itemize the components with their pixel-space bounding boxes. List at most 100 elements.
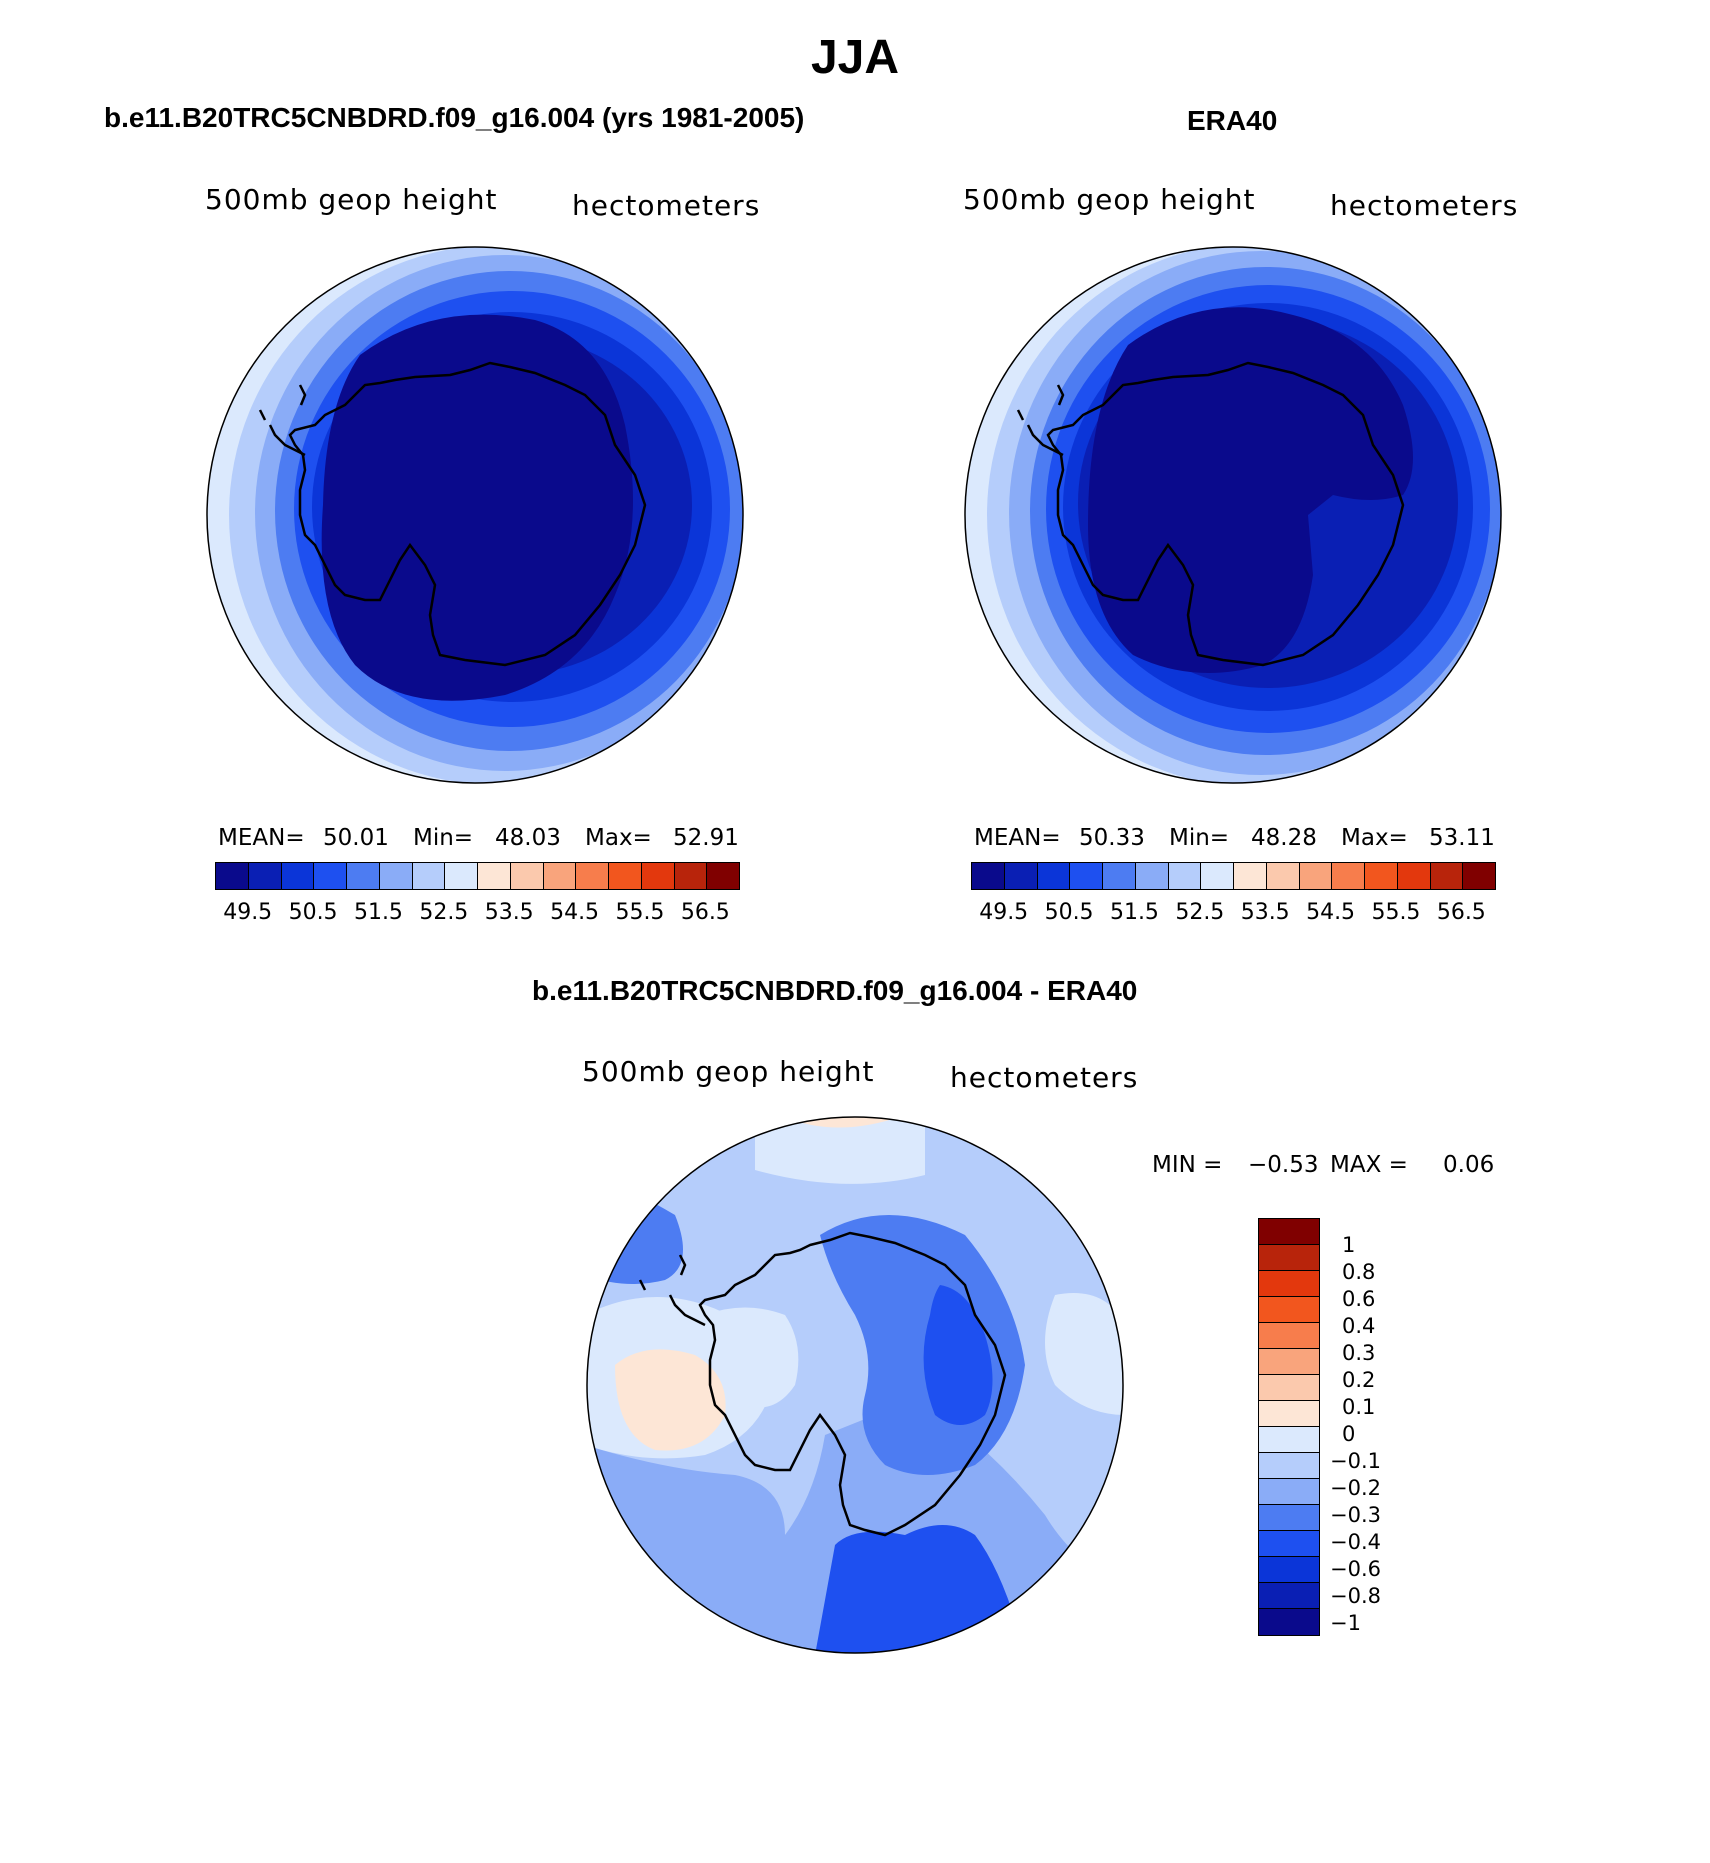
colorbar-swatch xyxy=(1259,1271,1319,1297)
colorbar-swatch xyxy=(1259,1583,1319,1609)
colorbar-tick-label: 50.5 xyxy=(288,900,338,925)
colorbar-swatch xyxy=(1266,863,1300,889)
colorbar-swatch xyxy=(1259,1375,1319,1401)
panel-3-max-label: MAX = xyxy=(1330,1152,1408,1178)
colorbar-swatch xyxy=(281,863,315,889)
colorbar-swatch xyxy=(674,863,708,889)
colorbar-tick-label: 49.5 xyxy=(223,900,273,925)
panel-3-colorbar xyxy=(1258,1218,1320,1636)
colorbar-tick-label: 53.5 xyxy=(1240,900,1290,925)
colorbar-swatch xyxy=(1397,863,1431,889)
colorbar-swatch xyxy=(1259,1401,1319,1427)
colorbar-swatch xyxy=(1201,863,1234,889)
panel-3-coastline xyxy=(698,1231,1007,1537)
colorbar-swatch xyxy=(1259,1297,1319,1323)
colorbar-tick-label: 56.5 xyxy=(1436,900,1486,925)
colorbar-tick-label: −0.2 xyxy=(1330,1476,1381,1500)
colorbar-swatch xyxy=(445,863,478,889)
colorbar-tick-label: 51.5 xyxy=(353,900,403,925)
colorbar-tick-label: 0.4 xyxy=(1342,1314,1376,1338)
colorbar-swatch xyxy=(1430,863,1464,889)
colorbar-swatch xyxy=(1259,1427,1319,1453)
colorbar-swatch xyxy=(1259,1323,1319,1349)
colorbar-swatch xyxy=(1259,1245,1319,1271)
colorbar-swatch xyxy=(510,863,544,889)
panel-2-title: ERA40 xyxy=(1187,105,1278,136)
colorbar-tick-label: 51.5 xyxy=(1109,900,1159,925)
panel-2-map xyxy=(964,246,1502,784)
colorbar-tick-label: 56.5 xyxy=(680,900,730,925)
figure-title: JJA xyxy=(810,31,900,84)
colorbar-tick-label: 49.5 xyxy=(979,900,1029,925)
colorbar-tick-label: −0.8 xyxy=(1330,1584,1381,1608)
colorbar-tick-label: 53.5 xyxy=(484,900,534,925)
colorbar-swatch xyxy=(1463,863,1495,889)
panel-2-mean-label: MEAN= xyxy=(974,825,1061,851)
colorbar-swatch xyxy=(379,863,413,889)
colorbar-tick-label: 54.5 xyxy=(550,900,600,925)
colorbar-tick-label: 55.5 xyxy=(1371,900,1421,925)
panel-2-max-value: 53.11 xyxy=(1429,825,1495,851)
panel-2-min-label: Min= xyxy=(1169,825,1230,851)
panel-2-units-label: hectometers xyxy=(1330,189,1519,222)
panel-3-min-value: −0.53 xyxy=(1248,1152,1319,1178)
colorbar-tick-label: −0.1 xyxy=(1330,1449,1381,1473)
panel-3-map xyxy=(586,1116,1124,1654)
colorbar-tick-label: −0.3 xyxy=(1330,1503,1381,1527)
panel-1-min-label: Min= xyxy=(413,825,474,851)
colorbar-swatch xyxy=(412,863,446,889)
colorbar-tick-label: 0.6 xyxy=(1342,1287,1376,1311)
colorbar-swatch xyxy=(576,863,609,889)
panel-2-min-value: 48.28 xyxy=(1251,825,1317,851)
colorbar-swatch xyxy=(1070,863,1103,889)
panel-1-map xyxy=(206,246,744,784)
panel-1-colorbar xyxy=(215,862,740,890)
colorbar-swatch xyxy=(972,863,1005,889)
colorbar-swatch xyxy=(1332,863,1365,889)
panel-2-mean-value: 50.33 xyxy=(1079,825,1145,851)
panel-2-max-label: Max= xyxy=(1341,825,1408,851)
colorbar-tick-label: 55.5 xyxy=(615,900,665,925)
panel-3-units-label: hectometers xyxy=(950,1061,1139,1094)
panel-3-min-label: MIN = xyxy=(1152,1152,1223,1178)
colorbar-tick-label: 0.3 xyxy=(1342,1341,1376,1365)
colorbar-swatch xyxy=(1259,1531,1319,1557)
panel-1-variable-label: 500mb geop height xyxy=(205,183,498,216)
colorbar-tick-label: 0.1 xyxy=(1342,1395,1376,1419)
colorbar-tick-label: 52.5 xyxy=(1175,900,1225,925)
colorbar-swatch xyxy=(1259,1349,1319,1375)
colorbar-tick-label: 50.5 xyxy=(1044,900,1094,925)
colorbar-swatch xyxy=(1299,863,1333,889)
panel-1-title: b.e11.B20TRC5CNBDRD.f09_g16.004 (yrs 198… xyxy=(104,102,805,133)
panel-1-max-label: Max= xyxy=(585,825,652,851)
colorbar-swatch xyxy=(216,863,249,889)
colorbar-swatch xyxy=(1135,863,1169,889)
colorbar-tick-label: 54.5 xyxy=(1306,900,1356,925)
colorbar-swatch xyxy=(1234,863,1267,889)
colorbar-swatch xyxy=(1004,863,1038,889)
panel-1-mean-label: MEAN= xyxy=(218,825,305,851)
colorbar-tick-label: 52.5 xyxy=(419,900,469,925)
colorbar-swatch xyxy=(314,863,347,889)
panel-1-max-value: 52.91 xyxy=(673,825,739,851)
panel-1-mean-value: 50.01 xyxy=(323,825,389,851)
colorbar-swatch xyxy=(641,863,675,889)
colorbar-swatch xyxy=(248,863,282,889)
colorbar-swatch xyxy=(1259,1505,1319,1531)
colorbar-swatch xyxy=(609,863,642,889)
panel-1-units-label: hectometers xyxy=(572,189,761,222)
colorbar-tick-label: 0.8 xyxy=(1342,1260,1376,1284)
panel-3-max-value: 0.06 xyxy=(1443,1152,1495,1178)
colorbar-tick-label: −0.4 xyxy=(1330,1530,1381,1554)
colorbar-swatch xyxy=(1259,1479,1319,1505)
colorbar-swatch xyxy=(1168,863,1202,889)
colorbar-tick-label: −1 xyxy=(1330,1611,1361,1635)
panel-3-title: b.e11.B20TRC5CNBDRD.f09_g16.004 - ERA40 xyxy=(532,975,1138,1006)
colorbar-swatch xyxy=(347,863,380,889)
panel-3-variable-label: 500mb geop height xyxy=(582,1055,875,1088)
colorbar-swatch xyxy=(1259,1557,1319,1583)
panel-1-coastline xyxy=(288,361,647,667)
colorbar-swatch xyxy=(1037,863,1071,889)
colorbar-tick-label: 0.2 xyxy=(1342,1368,1376,1392)
colorbar-swatch xyxy=(478,863,511,889)
